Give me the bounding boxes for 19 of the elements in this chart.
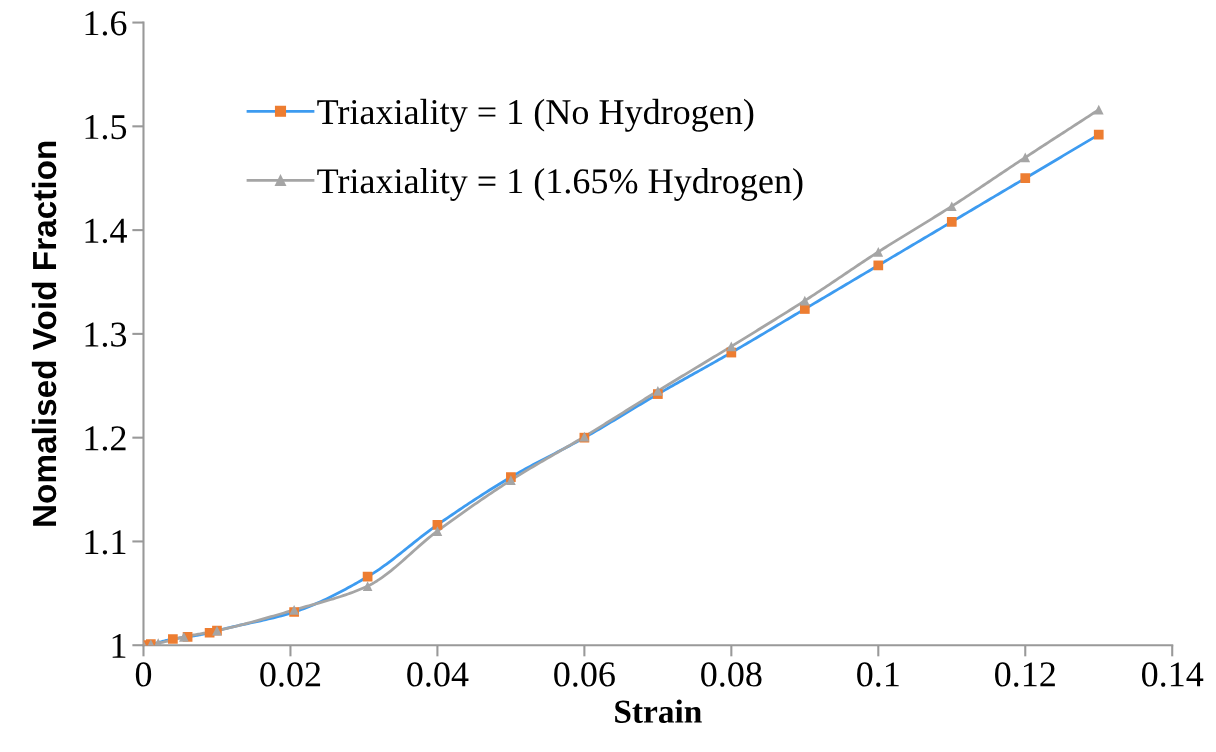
y-tick-label: 1.3: [85, 322, 127, 347]
x-tick-label: 0.02: [260, 662, 321, 687]
y-tick-label: 1: [112, 633, 126, 658]
x-tick-label: 0: [135, 662, 152, 687]
legend-label: Triaxiality = 1 (No Hydrogen): [317, 98, 754, 132]
x-tick-label: 0.08: [701, 662, 762, 687]
x-tick-label: 0.12: [995, 662, 1055, 687]
y-tick-label: 1.6: [85, 11, 127, 36]
y-tick-label: 1.2: [85, 426, 126, 451]
y-tick-label: 1.4: [85, 218, 127, 244]
x-tick-label: 0.06: [554, 662, 615, 687]
y-axis-title: Nomalised Void Fraction: [31, 141, 57, 526]
x-tick-label: 0.14: [1142, 662, 1204, 687]
x-axis-title: Strain: [615, 699, 702, 723]
legend-label: Triaxiality = 1 (1.65% Hydrogen): [317, 168, 803, 201]
y-tick-label: 1.1: [85, 530, 126, 555]
x-tick-label: 0.04: [407, 662, 469, 687]
x-tick-label: 0.1: [857, 662, 899, 687]
y-tick-label: 1.5: [85, 115, 127, 140]
